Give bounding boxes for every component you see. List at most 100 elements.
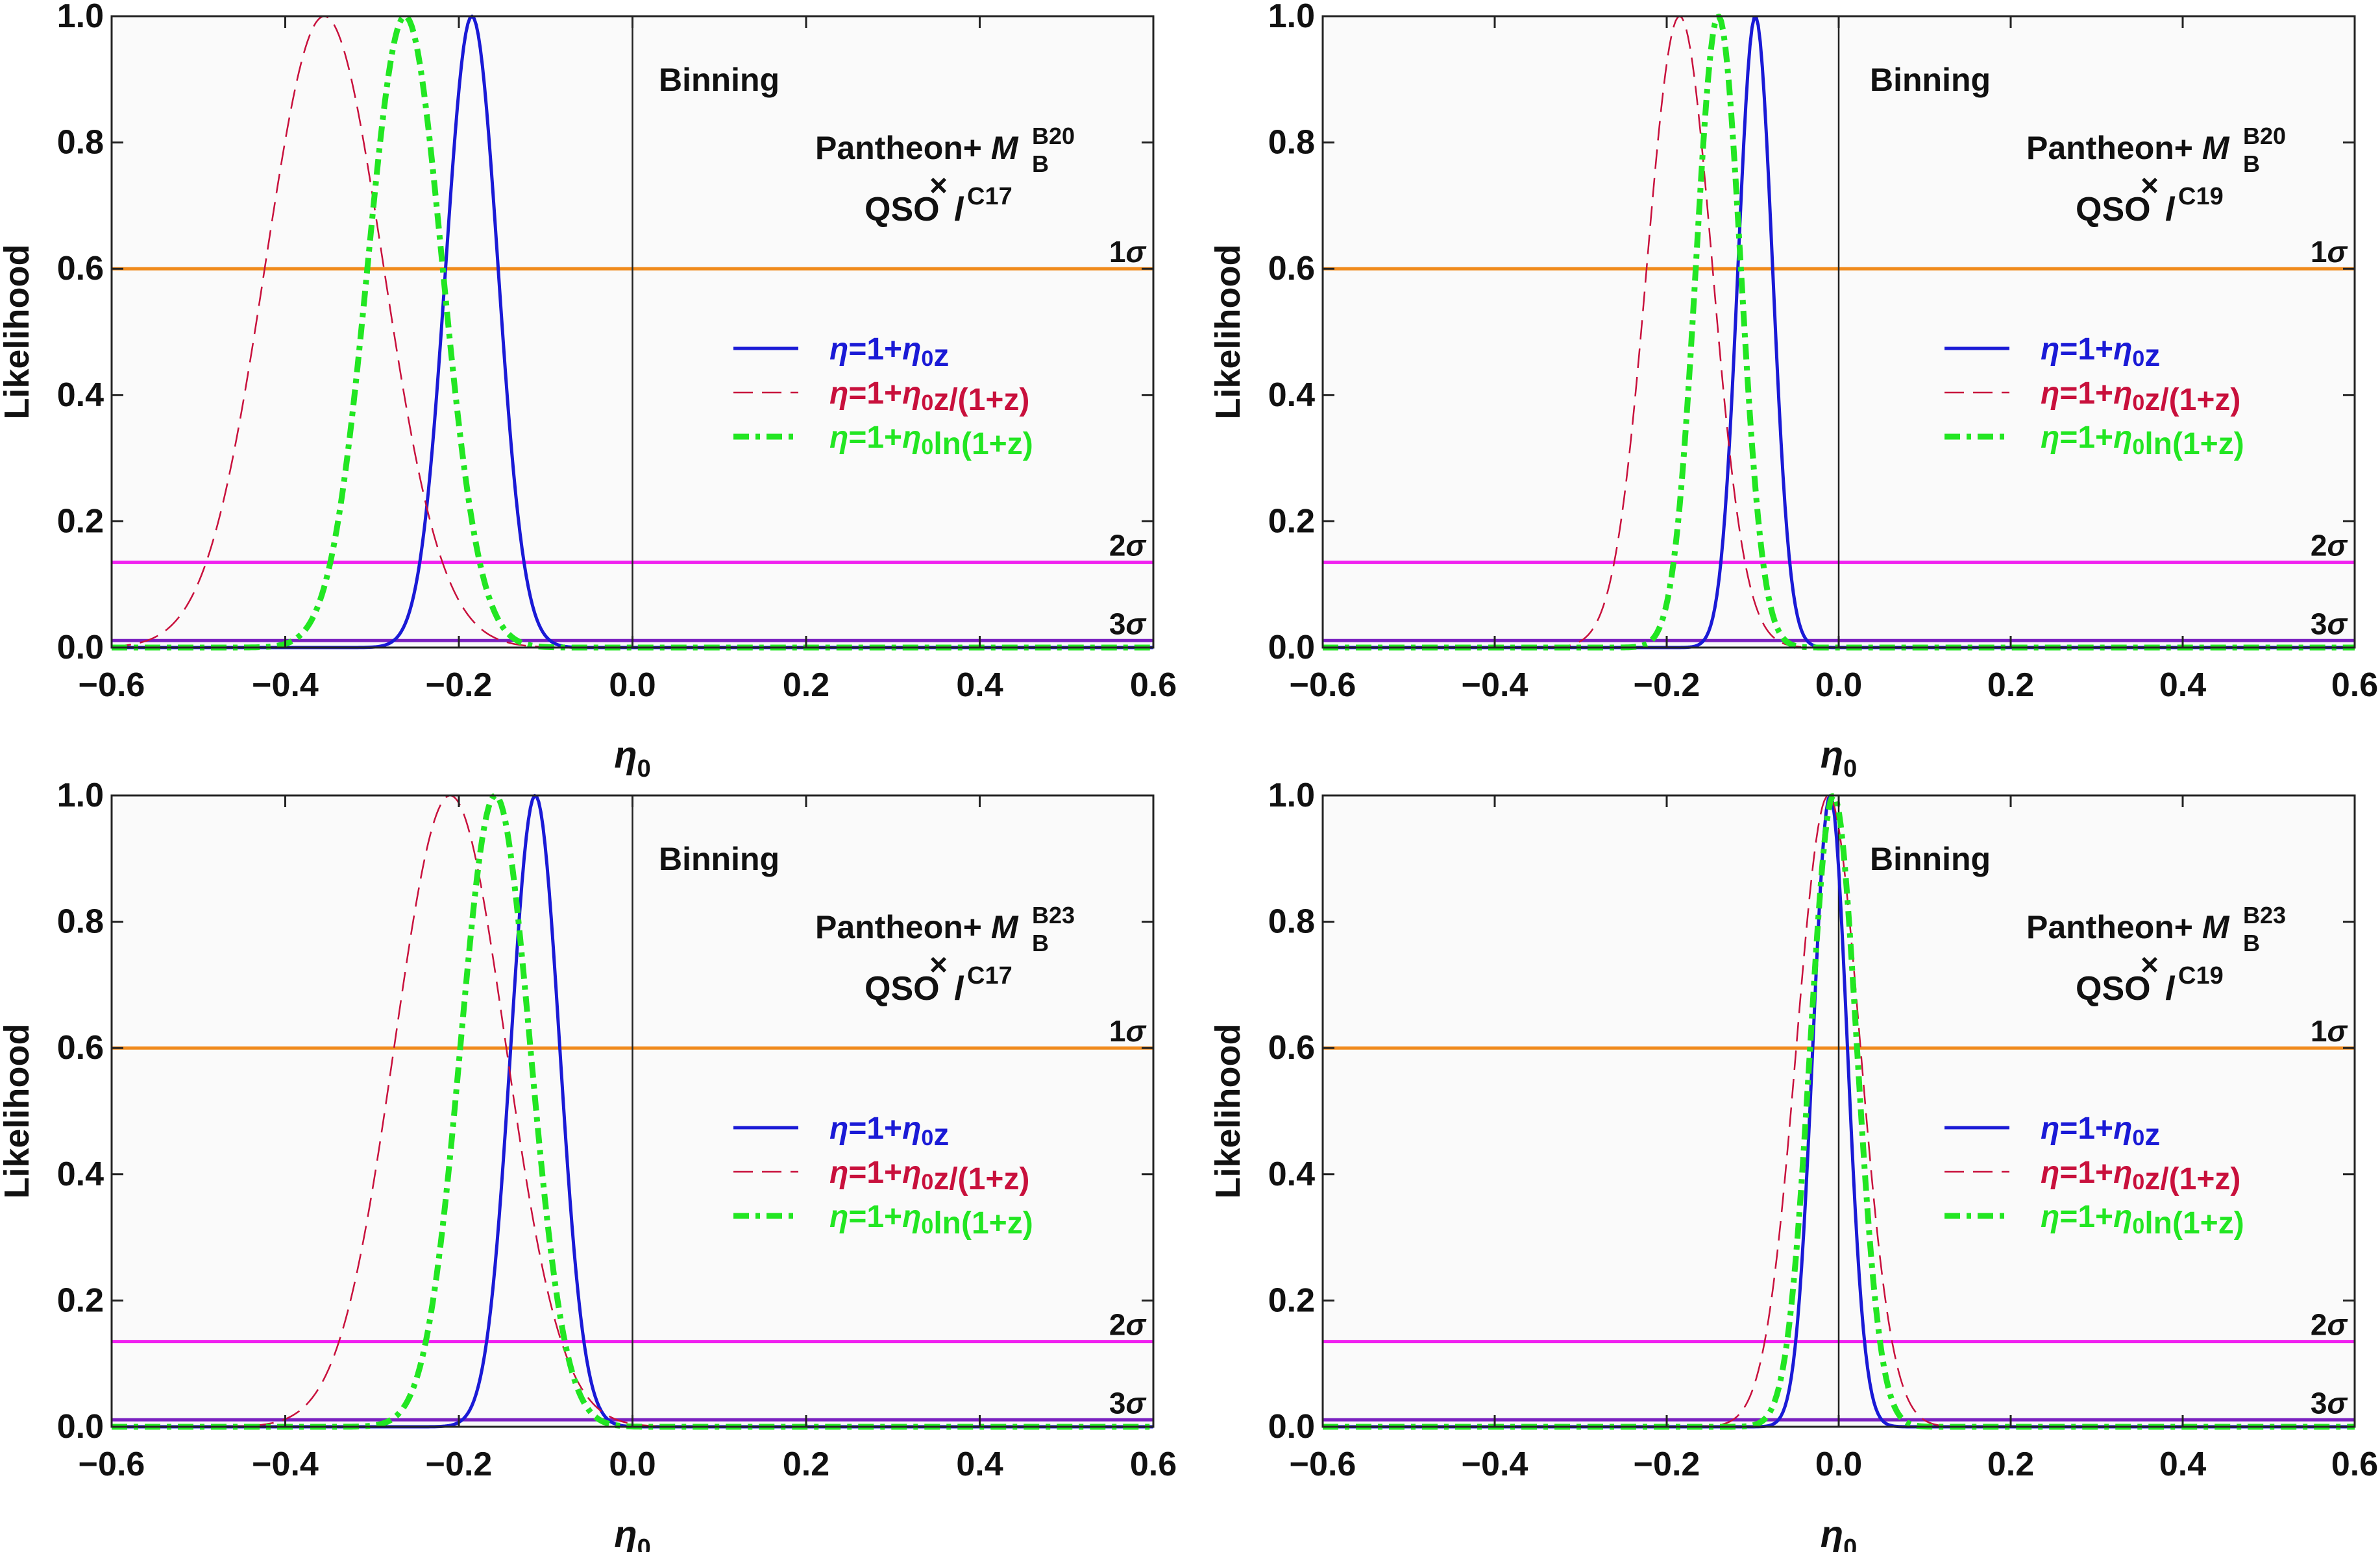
legend-label-1: η=1+η0z bbox=[2041, 332, 2160, 373]
y-tick-label: 1.0 bbox=[1268, 0, 1315, 35]
mb-superscript: B20 bbox=[1032, 123, 1075, 149]
sigma-label-1: 1σ bbox=[2311, 235, 2348, 269]
x-tick-label: 0.6 bbox=[2331, 666, 2378, 704]
x-tick-label: 0.6 bbox=[1130, 1446, 1177, 1483]
x-tick-label: 0.2 bbox=[1987, 1446, 2034, 1483]
binning-label: Binning bbox=[659, 62, 779, 98]
x-tick-label: −0.2 bbox=[1634, 666, 1700, 704]
mb-subscript: B bbox=[1032, 930, 1049, 956]
binning-label: Binning bbox=[1870, 841, 1991, 877]
dataset-label: Pantheon+ M bbox=[2026, 909, 2230, 945]
x-tick-label: −0.6 bbox=[79, 1446, 145, 1483]
qso-label: QSO bbox=[865, 191, 940, 228]
l-symbol: l bbox=[954, 970, 964, 1008]
legend-label-3: η=1+η0ln(1+z) bbox=[2041, 420, 2244, 461]
x-tick-label: −0.2 bbox=[426, 1446, 493, 1483]
x-tick-label: 0.0 bbox=[1815, 1446, 1862, 1483]
x-tick-label: −0.2 bbox=[426, 666, 493, 704]
y-tick-label: 0.6 bbox=[1268, 250, 1315, 287]
y-tick-label: 0.0 bbox=[1268, 1408, 1315, 1446]
y-tick-label: 0.6 bbox=[57, 1029, 104, 1067]
binning-label: Binning bbox=[659, 841, 779, 877]
sigma-label-1: 1σ bbox=[2311, 1014, 2348, 1048]
y-tick-label: 1.0 bbox=[57, 0, 104, 35]
calibration-superscript: C17 bbox=[967, 183, 1012, 210]
y-tick-label: 0.0 bbox=[1268, 629, 1315, 666]
y-tick-label: 0.0 bbox=[57, 629, 104, 666]
legend-label-2: η=1+η0z/(1+z) bbox=[2041, 1156, 2240, 1196]
y-tick-label: 0.2 bbox=[1268, 1281, 1315, 1319]
x-axis-label: η0 bbox=[1821, 734, 1858, 782]
y-tick-label: 0.6 bbox=[1268, 1029, 1315, 1067]
legend-label-1: η=1+η0z bbox=[829, 332, 949, 373]
x-tick-label: 0.0 bbox=[1815, 666, 1862, 704]
x-axis-label: η0 bbox=[614, 1513, 651, 1552]
x-tick-label: −0.6 bbox=[1290, 666, 1356, 704]
x-tick-label: 0.4 bbox=[956, 1446, 1003, 1483]
x-tick-label: 0.4 bbox=[2159, 1446, 2206, 1483]
x-tick-label: −0.2 bbox=[1634, 1446, 1700, 1483]
sigma-label-1: 1σ bbox=[1109, 235, 1147, 269]
mb-subscript: B bbox=[2243, 151, 2260, 177]
mb-superscript: B20 bbox=[2243, 123, 2286, 149]
sigma-label-1: 1σ bbox=[1109, 1014, 1147, 1048]
y-tick-label: 0.2 bbox=[1268, 502, 1315, 540]
x-tick-label: −0.6 bbox=[1290, 1446, 1356, 1483]
x-tick-label: −0.4 bbox=[1462, 1446, 1528, 1483]
x-tick-label: −0.6 bbox=[79, 666, 145, 704]
x-tick-label: 0.4 bbox=[2159, 666, 2206, 704]
cross-symbol: × bbox=[2141, 948, 2159, 982]
y-tick-label: 0.0 bbox=[57, 1408, 104, 1446]
sigma-label-2: 2σ bbox=[2311, 1308, 2348, 1342]
legend-label-2: η=1+η0z/(1+z) bbox=[829, 1156, 1029, 1196]
x-axis-label: η0 bbox=[614, 734, 651, 782]
legend-label-2: η=1+η0z/(1+z) bbox=[2041, 376, 2240, 417]
legend-label-3: η=1+η0ln(1+z) bbox=[829, 420, 1033, 461]
x-tick-label: 0.0 bbox=[609, 666, 656, 704]
y-tick-label: 1.0 bbox=[1268, 777, 1315, 814]
binning-label: Binning bbox=[1870, 62, 1991, 98]
x-axis-label: η0 bbox=[1821, 1513, 1858, 1552]
sigma-label-3: 3σ bbox=[2311, 1386, 2348, 1420]
y-tick-label: 0.8 bbox=[1268, 903, 1315, 941]
dataset-label: Pantheon+ M bbox=[815, 909, 1019, 945]
y-tick-label: 0.2 bbox=[57, 1281, 104, 1319]
x-tick-label: 0.2 bbox=[783, 666, 829, 704]
y-tick-label: 0.8 bbox=[57, 903, 104, 941]
calibration-superscript: C17 bbox=[967, 962, 1012, 989]
mb-subscript: B bbox=[1032, 151, 1049, 177]
legend-label-3: η=1+η0ln(1+z) bbox=[2041, 1200, 2244, 1241]
cross-symbol: × bbox=[2141, 169, 2159, 203]
x-tick-label: 0.6 bbox=[1130, 666, 1177, 704]
sigma-label-2: 2σ bbox=[1109, 1308, 1147, 1342]
x-tick-label: 0.4 bbox=[956, 666, 1003, 704]
sigma-label-2: 2σ bbox=[2311, 529, 2348, 563]
x-tick-label: 0.2 bbox=[1987, 666, 2034, 704]
legend-label-1: η=1+η0z bbox=[829, 1111, 949, 1152]
panel-1: 1σ 2σ 3σ −0.6 −0.4 −0.2 0.0 0.2 0.4 0.6 0.0 0.2 0.4 0… bbox=[0, 0, 1177, 782]
y-axis-label: Likelihood bbox=[0, 245, 36, 420]
y-axis-label: Likelihood bbox=[1208, 245, 1247, 420]
qso-label: QSO bbox=[2076, 191, 2151, 228]
legend-label-3: η=1+η0ln(1+z) bbox=[829, 1200, 1033, 1241]
x-tick-label: 0.2 bbox=[783, 1446, 829, 1483]
qso-label: QSO bbox=[865, 970, 940, 1008]
sigma-label-3: 3σ bbox=[1109, 1386, 1147, 1420]
mb-subscript: B bbox=[2243, 930, 2260, 956]
y-tick-label: 1.0 bbox=[57, 777, 104, 814]
y-tick-label: 0.8 bbox=[1268, 124, 1315, 162]
y-tick-label: 0.6 bbox=[57, 250, 104, 287]
dataset-label: Pantheon+ M bbox=[815, 130, 1019, 166]
x-tick-label: 0.0 bbox=[609, 1446, 656, 1483]
legend-label-2: η=1+η0z/(1+z) bbox=[829, 376, 1029, 417]
y-axis-label: Likelihood bbox=[0, 1024, 36, 1199]
panel-3: 1σ 2σ 3σ −0.6 −0.4 −0.2 0.0 0.2 0.4 0.6 0.0 0.2 0.4 0… bbox=[0, 777, 1177, 1552]
calibration-superscript: C19 bbox=[2178, 183, 2224, 210]
mb-superscript: B23 bbox=[1032, 902, 1075, 928]
panel-2: 1σ 2σ 3σ −0.6 −0.4 −0.2 0.0 0.2 0.4 0.6 0.0 0.2 0.4 0… bbox=[1208, 0, 2378, 782]
panel-4: 1σ 2σ 3σ −0.6 −0.4 −0.2 0.0 0.2 0.4 0.6 0.0 0.2 0.4 0… bbox=[1208, 777, 2378, 1552]
sigma-label-2: 2σ bbox=[1109, 529, 1147, 563]
legend-label-1: η=1+η0z bbox=[2041, 1111, 2160, 1152]
x-tick-label: −0.4 bbox=[252, 1446, 319, 1483]
